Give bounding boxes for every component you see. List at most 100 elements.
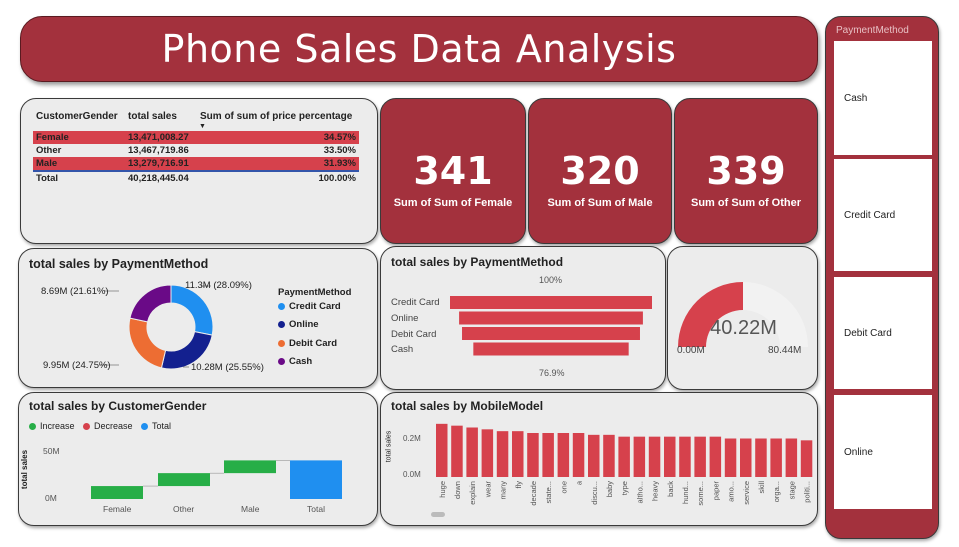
legend-item-online[interactable]: Online: [278, 319, 319, 330]
mobile-bar[interactable]: [648, 436, 661, 477]
mobile-xtick: hund...: [681, 481, 690, 504]
legend-item-decrease[interactable]: Decrease: [83, 421, 133, 431]
donut-legend-title: PaymentMethod: [278, 287, 352, 298]
mobile-xlabels: huge down explain wear many fly decade state...…: [438, 480, 812, 505]
mobile-bar[interactable]: [664, 436, 676, 477]
mobile-bar[interactable]: [800, 440, 813, 477]
funnel-label-credit-card: Credit Card: [391, 297, 440, 308]
legend-item-increase[interactable]: Increase: [29, 421, 75, 431]
mobile-xtick: discu...: [590, 481, 599, 505]
slice-label-debit-card: 9.95M (24.75%): [43, 360, 111, 371]
waterfall-xtick: Other: [173, 504, 195, 514]
kpi-label: Sum of Sum of Female: [393, 197, 513, 209]
gauge-max: 80.44M: [768, 345, 802, 356]
cell-gender: Male: [33, 157, 125, 171]
mobile-bar[interactable]: [466, 427, 478, 478]
mobile-xtick: wear: [483, 481, 492, 499]
mobile-bars: [436, 423, 813, 478]
waterfall-bar[interactable]: [91, 486, 143, 499]
table-row[interactable]: Female 13,471,008.27 34.57%: [33, 131, 359, 144]
legend-item-credit-card[interactable]: Credit Card: [278, 301, 341, 312]
kpi-value: 320: [560, 149, 640, 193]
mobile-bar[interactable]: [740, 438, 752, 478]
mobile-bar[interactable]: [527, 433, 539, 477]
donut-slice-credit-card[interactable]: [170, 284, 214, 336]
cell-pct: 33.50%: [323, 145, 356, 156]
header-customer-gender[interactable]: CustomerGender: [36, 111, 118, 122]
mobile-xtick: baby: [605, 481, 614, 498]
waterfall-bar[interactable]: [224, 460, 276, 474]
mobile-bar[interactable]: [572, 433, 585, 477]
mobile-xtick: many: [499, 481, 508, 500]
header-price-percentage[interactable]: Sum of sum of price percentage ▼: [197, 111, 359, 131]
mobile-model-chart-card: total sales by MobileModel total sales 0…: [380, 392, 818, 526]
donut-slices: [128, 284, 214, 370]
legend-dot: [278, 321, 285, 328]
mobile-bar[interactable]: [496, 431, 509, 477]
slicer-item-online[interactable]: Online: [834, 395, 932, 509]
mobile-bar[interactable]: [694, 436, 706, 477]
mobile-bar[interactable]: [679, 436, 691, 477]
slicer-item-label: Cash: [844, 92, 868, 104]
mobile-bar[interactable]: [633, 436, 646, 477]
legend-item-cash[interactable]: Cash: [278, 356, 312, 367]
mobile-xtick: fly: [514, 481, 523, 489]
sort-desc-icon[interactable]: ▼: [199, 123, 206, 130]
mobile-bar[interactable]: [618, 436, 630, 477]
kpi-label: Sum of Sum of Other: [691, 197, 801, 209]
mobile-bar[interactable]: [709, 436, 722, 477]
mobile-xtick: state...: [544, 481, 553, 504]
donut-slice-debit-card[interactable]: [128, 317, 167, 369]
funnel-bar[interactable]: [462, 327, 640, 340]
slicer-item-credit-card[interactable]: Credit Card: [834, 159, 932, 271]
legend-dot: [278, 358, 285, 365]
waterfall-bars: [91, 460, 342, 499]
table-row[interactable]: Other 13,467,719.86 33.50%: [33, 144, 359, 157]
header-total-sales[interactable]: total sales: [128, 111, 177, 122]
mobile-xtick: down: [453, 481, 462, 499]
gauge-card: 40.22M 0.00M 80.44M: [667, 246, 818, 390]
mobile-bar[interactable]: [542, 433, 554, 477]
funnel-bar[interactable]: [473, 342, 629, 356]
funnel-bar[interactable]: [450, 296, 652, 309]
mobile-bar[interactable]: [451, 425, 463, 477]
legend-label: Decrease: [94, 421, 133, 431]
kpi-label: Sum of Sum of Male: [547, 197, 653, 209]
slicer-item-cash[interactable]: Cash: [834, 41, 932, 155]
mobile-bar[interactable]: [557, 433, 570, 477]
waterfall-bar[interactable]: [290, 460, 342, 499]
waterfall-ytick: 0M: [45, 493, 57, 503]
mobile-bar[interactable]: [436, 423, 448, 477]
table-total-row: Total 40,218,445.04 100.00%: [33, 171, 359, 185]
horizontal-scrollbar[interactable]: [431, 512, 445, 517]
mobile-bar[interactable]: [588, 434, 600, 477]
legend-item-debit-card[interactable]: Debit Card: [278, 338, 337, 349]
mobile-xtick: back: [666, 481, 675, 497]
gauge-fill: [678, 282, 743, 347]
mobile-xtick: a: [575, 480, 584, 485]
mobile-bar[interactable]: [724, 438, 737, 478]
mobile-bar[interactable]: [512, 431, 524, 477]
mobile-xtick: explain: [468, 481, 477, 505]
mobile-bar[interactable]: [785, 438, 798, 478]
funnel-label-cash: Cash: [391, 344, 414, 355]
cell-gender: Female: [33, 131, 125, 144]
mobile-bar[interactable]: [770, 438, 782, 478]
mobile-bar[interactable]: [603, 434, 615, 477]
page-title: Phone Sales Data Analysis: [161, 27, 677, 71]
legend-label: Cash: [289, 356, 313, 367]
cell-gender: Other: [36, 145, 62, 156]
funnel-bars: [450, 296, 652, 356]
legend-item-total[interactable]: Total: [141, 421, 171, 431]
mobile-bar[interactable]: [481, 429, 494, 477]
cell-pct: 31.93%: [197, 157, 359, 171]
slicer-item-debit-card[interactable]: Debit Card: [834, 277, 932, 389]
donut-slice-cash[interactable]: [129, 284, 172, 323]
cell-total-label: Total: [36, 173, 58, 184]
mobile-xtick: decade: [529, 481, 538, 506]
table-row[interactable]: Male 13,279,716.91 31.93%: [33, 157, 359, 171]
mobile-model-chart: huge down explain wear many fly decade state...…: [436, 423, 813, 506]
funnel-bar[interactable]: [459, 311, 643, 325]
waterfall-bar[interactable]: [158, 473, 210, 487]
mobile-bar[interactable]: [755, 438, 767, 478]
